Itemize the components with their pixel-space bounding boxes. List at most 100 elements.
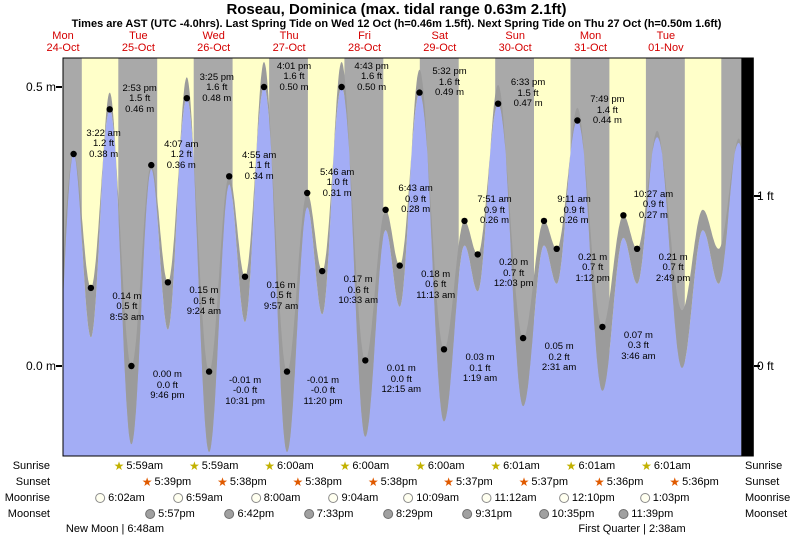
axis-tick [754, 365, 760, 367]
tide-high-annotation: 4:07 am 1.2 ft 0.36 m [164, 138, 199, 171]
sunrise-icon: ★ [113, 459, 125, 473]
moonrise-entry: 1:03pm [639, 491, 689, 505]
sunset-entry: ★ 5:39pm [142, 475, 191, 489]
sunrise-time: 5:59am [201, 460, 239, 472]
sunset-icon: ★ [141, 475, 153, 489]
tide-low-annotation: 0.03 m 0.1 ft 1:19 am [462, 352, 498, 385]
tide-extreme-dot [260, 83, 268, 91]
plot-border [62, 57, 754, 457]
tide-low-annotation: 0.21 m 0.7 ft 2:49 pm [655, 251, 691, 284]
moonset-row-label-right: Moonset [745, 508, 788, 520]
moonrise-icon [558, 493, 569, 503]
tide-high-annotation: 4:43 pm 1.6 ft 0.50 m [354, 60, 389, 93]
moonrise-time: 8:00am [263, 492, 301, 504]
sunrise-icon: ★ [188, 459, 200, 473]
moonrise-time: 11:12am [494, 492, 537, 504]
sunrise-time: 6:01am [503, 460, 540, 472]
moonset-entry: 6:42pm [224, 507, 274, 521]
moonset-entry: 5:57pm [145, 507, 195, 521]
moonrise-entry: 9:04am [328, 491, 379, 505]
sunset-row-label-left: Sunset [15, 476, 50, 488]
tide-high-annotation: 7:51 am 0.9 ft 0.26 m [477, 194, 512, 227]
tide-height-area [63, 87, 742, 456]
tide-low-annotation: 0.20 m 0.7 ft 12:03 pm [493, 257, 534, 290]
tide-extreme-dot [226, 173, 233, 180]
moonset-icon [462, 509, 473, 519]
day-label: Sun 30-Oct [498, 30, 532, 54]
tide-low-annotation: 0.16 m 0.5 ft 9:57 am [263, 279, 299, 312]
sunset-icon: ★ [367, 475, 379, 489]
sunset-time: 5:37pm [456, 476, 493, 488]
tide-high-annotation: 2:53 pm 1.5 ft 0.46 m [122, 82, 157, 115]
sunrise-time: 6:01am [578, 460, 616, 472]
moonset-icon [303, 509, 314, 519]
moonset-time: 8:29pm [396, 508, 433, 520]
moonrise-icon [328, 493, 339, 503]
moonset-entry: 10:35pm [538, 507, 594, 521]
tide-extreme-dot [540, 217, 548, 225]
sunset-entry: ★ 5:38pm [217, 475, 266, 489]
sunrise-icon: ★ [641, 459, 652, 473]
moonrise-time: 6:02am [108, 492, 145, 504]
sunrise-icon: ★ [264, 459, 276, 473]
sunrise-entry: ★ 6:00am [340, 459, 389, 473]
sunrise-entry: ★ 6:00am [415, 459, 464, 473]
day-label: Wed 26-Oct [197, 30, 231, 54]
day-label: Fri 28-Oct [347, 30, 382, 54]
tide-extreme-dot [106, 106, 113, 113]
sunrise-time: 6:00am [352, 460, 390, 472]
sunrise-entry: ★ 6:00am [264, 459, 313, 473]
tide-low-annotation: -0.01 m -0.0 ft 10:31 pm [225, 374, 265, 407]
tide-high-annotation: 5:46 am 1.0 ft 0.31 m [320, 166, 355, 199]
tide-low-annotation: 0.15 m 0.5 ft 9:24 am [186, 285, 222, 318]
moonset-time: 6:42pm [237, 508, 275, 520]
tide-high-annotation: 5:32 pm 1.6 ft 0.49 m [432, 66, 467, 99]
sunset-entry: ★ 5:38pm [292, 475, 341, 489]
tide-extreme-dot [319, 267, 326, 275]
sunrise-icon: ★ [339, 459, 351, 473]
tide-high-annotation: 3:25 pm 1.6 ft 0.48 m [199, 71, 234, 104]
page-subtitle: Times are AST (UTC -4.0hrs). Last Spring… [71, 18, 722, 30]
moonrise-icon [639, 493, 650, 503]
sunrise-entry: ★ 6:01am [490, 459, 539, 473]
moonrise-time: 12:10pm [571, 492, 615, 504]
moonset-time: 9:31pm [475, 508, 513, 520]
sunset-entry: ★ 5:36pm [669, 475, 718, 489]
moon-phase-new-moon: New Moon | 6:48am [66, 523, 164, 535]
tide-low-annotation: 0.17 m 0.6 ft 10:33 am [338, 274, 378, 307]
day-label: Tue 25-Oct [121, 30, 155, 54]
tide-extreme-dot [599, 323, 606, 331]
tide-extreme-dot [128, 362, 135, 370]
moonrise-entry: 10:09am [403, 491, 459, 505]
tide-high-annotation: 7:49 pm 1.4 ft 0.44 m [590, 94, 625, 126]
sunset-icon: ★ [217, 475, 228, 489]
sunrise-entry: ★ 6:01am [641, 459, 690, 473]
moonset-time: 5:57pm [158, 508, 195, 520]
sunset-icon: ★ [292, 475, 304, 489]
moonrise-time: 9:04am [341, 492, 379, 504]
tide-high-annotation: 4:01 pm 1.6 ft 0.50 m [276, 60, 312, 93]
tide-extreme-dot [440, 346, 448, 353]
sunset-time: 5:38pm [380, 476, 418, 488]
tide-extreme-dot [148, 161, 155, 169]
phase-separator: | [643, 523, 646, 535]
sunset-row-label-right: Sunset [745, 476, 780, 488]
page-title: Roseau, Dominica (max. tidal range 0.63m… [226, 1, 567, 18]
sunrise-entry: ★ 6:01am [566, 459, 615, 473]
moonrise-row-label-left: Moonrise [4, 492, 50, 504]
tide-high-annotation: 4:55 am 1.1 ft 0.34 m [242, 149, 277, 182]
sunset-time: 5:36pm [606, 476, 644, 488]
tide-extreme-dot [620, 212, 627, 219]
tide-low-annotation: 0.00 m 0.0 ft 9:46 pm [150, 369, 185, 401]
tide-extreme-dot [283, 368, 291, 375]
tide-extreme-dot [241, 273, 249, 280]
tide-extreme-dot [553, 245, 560, 252]
moonrise-icon [403, 493, 414, 503]
tide-extreme-dot [183, 95, 190, 102]
sunset-icon: ★ [593, 475, 605, 489]
tide-high-annotation: 6:33 pm 1.5 ft 0.47 m [510, 77, 546, 110]
tide-low-annotation: 0.18 m 0.6 ft 11:13 am [416, 268, 456, 301]
tide-extreme-dot [396, 262, 403, 269]
y-axis-label-0ft: 0 ft [757, 359, 774, 373]
